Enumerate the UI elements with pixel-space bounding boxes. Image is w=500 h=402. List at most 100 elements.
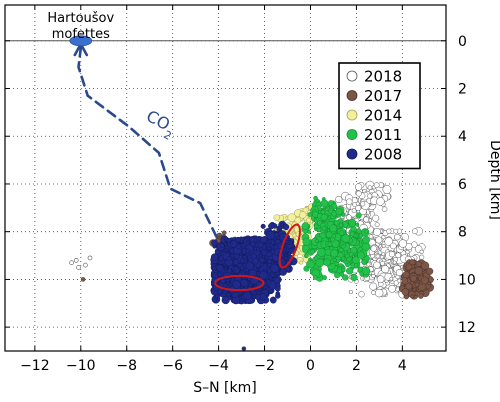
data-point — [270, 264, 280, 273]
data-point — [357, 251, 365, 259]
data-point — [279, 222, 284, 227]
data-point — [381, 265, 390, 274]
data-point — [389, 276, 394, 281]
data-point — [350, 225, 357, 233]
legend-marker — [346, 70, 358, 82]
data-point — [235, 237, 241, 243]
data-point — [235, 243, 242, 250]
data-point — [348, 218, 357, 227]
data-point — [269, 296, 277, 304]
data-point — [258, 270, 268, 280]
data-point — [240, 265, 245, 271]
data-point — [420, 261, 430, 270]
data-point — [313, 195, 318, 201]
legend-marker — [346, 109, 358, 121]
data-point — [240, 270, 245, 275]
data-point — [317, 248, 327, 257]
y-tick-label: 0 — [458, 34, 467, 50]
x-tick-label: −10 — [66, 358, 96, 374]
data-point — [87, 255, 93, 261]
x-tick-label: 0 — [306, 358, 315, 374]
data-point — [282, 223, 290, 231]
data-point — [259, 262, 265, 267]
data-point — [323, 258, 331, 267]
data-point — [360, 201, 366, 207]
scatter-points — [69, 180, 434, 351]
data-point — [275, 238, 281, 245]
data-point — [375, 236, 383, 244]
data-point — [335, 195, 343, 204]
data-point — [354, 183, 363, 191]
data-point — [249, 236, 256, 243]
data-point — [393, 228, 399, 234]
data-point — [401, 288, 410, 296]
legend-label: 2018 — [364, 68, 402, 86]
data-point — [361, 266, 371, 276]
data-point — [221, 295, 230, 305]
data-point — [270, 239, 276, 245]
data-point — [322, 275, 327, 280]
data-point — [371, 290, 376, 295]
data-point — [349, 231, 355, 237]
x-tick-label: −4 — [208, 358, 229, 374]
y-tick-label: 6 — [458, 177, 467, 193]
data-point — [243, 291, 252, 300]
data-point — [414, 266, 423, 276]
data-point — [382, 185, 392, 194]
data-point — [284, 239, 289, 244]
data-point — [361, 259, 367, 265]
data-point — [346, 256, 352, 262]
series-2017 — [209, 230, 434, 300]
data-point — [427, 281, 432, 286]
data-point — [405, 263, 413, 271]
data-point — [388, 251, 395, 258]
data-point — [315, 258, 325, 268]
legend-label: 2011 — [364, 126, 402, 144]
data-point — [368, 234, 374, 239]
data-point — [299, 211, 307, 219]
y-tick-label: 4 — [458, 129, 467, 145]
y-tick-label: 8 — [458, 225, 467, 241]
data-point — [266, 230, 276, 240]
data-point — [307, 212, 313, 217]
data-point — [381, 244, 386, 248]
data-point — [243, 257, 248, 262]
data-point — [353, 263, 359, 268]
data-point — [375, 254, 380, 259]
highlight-ellipse — [278, 223, 301, 269]
data-point — [219, 242, 225, 249]
legend-label: 2017 — [364, 87, 402, 105]
legend-marker — [346, 129, 358, 140]
data-point — [254, 294, 261, 301]
data-point — [80, 277, 86, 282]
data-point — [376, 197, 385, 206]
y-tick-label: 12 — [458, 320, 476, 336]
y-tick-label: 2 — [458, 82, 467, 98]
data-point — [389, 242, 397, 250]
data-point — [372, 214, 380, 222]
data-point — [410, 294, 415, 299]
data-point — [231, 280, 241, 289]
data-point — [412, 228, 418, 235]
data-point — [309, 249, 315, 255]
data-point — [426, 267, 434, 275]
mofettes-site-label: mofettes — [52, 27, 110, 42]
data-point — [420, 276, 429, 285]
x-tick-label: 4 — [398, 358, 407, 374]
data-point — [384, 237, 394, 246]
data-point — [334, 272, 341, 279]
data-point — [373, 182, 380, 188]
data-point — [339, 271, 345, 277]
data-point — [321, 225, 327, 231]
x-tick-label: −6 — [162, 358, 183, 374]
data-point — [240, 279, 249, 287]
x-tick-label: −2 — [254, 358, 275, 374]
data-point — [363, 216, 370, 223]
data-point — [273, 214, 280, 221]
data-point — [341, 234, 351, 243]
data-point — [341, 256, 346, 261]
data-point — [314, 224, 319, 229]
data-point — [267, 246, 272, 251]
